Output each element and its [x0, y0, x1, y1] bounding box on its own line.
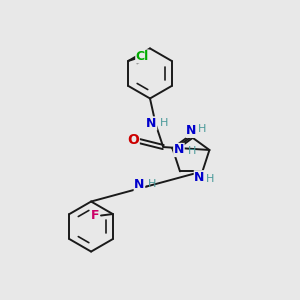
Text: F: F — [91, 209, 99, 222]
Text: N: N — [134, 178, 145, 191]
Text: Cl: Cl — [136, 50, 149, 63]
Text: N: N — [174, 143, 184, 157]
Text: H: H — [148, 178, 157, 188]
Text: H: H — [160, 118, 169, 128]
Text: N: N — [194, 171, 205, 184]
Text: H: H — [206, 174, 214, 184]
Text: N: N — [146, 117, 157, 130]
Text: H: H — [188, 146, 196, 156]
Text: H: H — [198, 124, 206, 134]
Text: N: N — [186, 124, 196, 137]
Text: O: O — [127, 133, 139, 147]
